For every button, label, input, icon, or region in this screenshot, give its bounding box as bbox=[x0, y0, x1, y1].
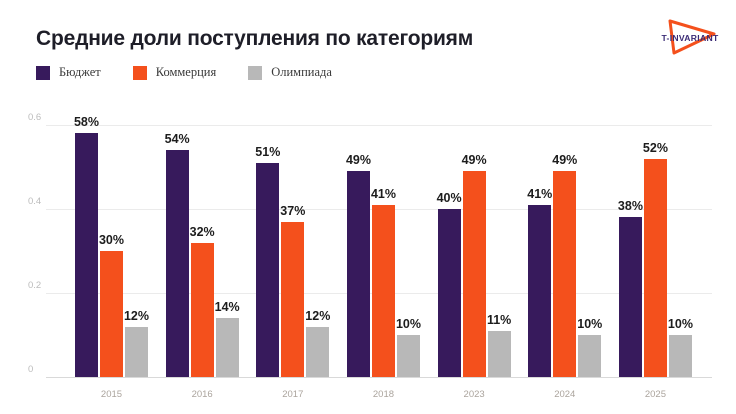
bar-olympiad-2023: 11% bbox=[487, 313, 511, 377]
bar-value-label: 14% bbox=[214, 300, 240, 315]
x-axis-label-2024: 2024 bbox=[554, 389, 576, 400]
bar-group-2025: 38% 52% 10% 2025 bbox=[618, 141, 693, 400]
legend: Бюджет Коммерция Олимпиада bbox=[36, 65, 332, 80]
legend-swatch-commerce bbox=[132, 65, 147, 80]
gridline-0 bbox=[46, 377, 712, 378]
bar-olympiad-2025: 10% bbox=[668, 317, 693, 377]
y-tick-label: 0 bbox=[28, 364, 34, 375]
bar-budget-2016: 54% bbox=[165, 132, 190, 377]
x-axis-label-2025: 2025 bbox=[644, 389, 667, 400]
bar-value-label: 49% bbox=[345, 153, 371, 168]
bar-commerce-2025: 52% bbox=[643, 141, 668, 377]
y-tick-label: 0.4 bbox=[28, 196, 42, 207]
bar-value-label: 58% bbox=[73, 115, 100, 130]
bar-commerce-2023: 49% bbox=[462, 153, 487, 377]
bar-group-2024: 41% 49% 10% 2024 bbox=[527, 153, 602, 400]
bar-olympiad-2017: 12% bbox=[305, 309, 330, 377]
bar-olympiad-2015: 12% bbox=[124, 309, 149, 377]
x-axis-label-2017: 2017 bbox=[282, 389, 304, 400]
bar-commerce-2015: 30% bbox=[99, 233, 124, 377]
y-tick-label: 0.2 bbox=[28, 280, 42, 291]
bar-olympiad-2024: 10% bbox=[577, 317, 602, 377]
bar-value-label: 49% bbox=[552, 153, 578, 168]
legend-item-commerce: Коммерция bbox=[132, 65, 217, 80]
bar-commerce-2024: 49% bbox=[552, 153, 577, 377]
bar-group-2015: 58% 30% 12% 2015 bbox=[74, 115, 149, 400]
x-axis-label-2023: 2023 bbox=[463, 389, 485, 400]
legend-swatch-budget bbox=[36, 65, 50, 80]
bar-value-label: 51% bbox=[255, 144, 281, 159]
y-tick-label: 0.6 bbox=[28, 112, 42, 123]
bar-group-2018: 49% 41% 10% 2018 bbox=[346, 153, 421, 400]
legend-swatch-olympiad bbox=[248, 65, 263, 80]
bar-value-label: 54% bbox=[164, 132, 190, 147]
bar-value-label: 37% bbox=[280, 203, 306, 218]
bar-group-2023: 40% 49% 11% 2023 bbox=[437, 153, 512, 400]
bar-commerce-2016: 32% bbox=[190, 225, 215, 377]
gridline-0.6 bbox=[46, 125, 712, 126]
bar-olympiad-2016: 14% bbox=[215, 300, 240, 377]
legend-label: Коммерция bbox=[155, 65, 217, 79]
bar-value-label: 10% bbox=[395, 317, 421, 331]
bar-value-label: 32% bbox=[189, 224, 215, 239]
bar-budget-2015: 58% bbox=[74, 115, 99, 377]
bar-value-label: 52% bbox=[642, 140, 668, 155]
plot-area: 58% 30% 12% 2015 54% 32% 14% 2016 51% 37% 12% 2017 4… bbox=[50, 115, 712, 400]
legend-item-olympiad: Олимпиада bbox=[248, 65, 332, 80]
bar-commerce-2018: 41% bbox=[371, 187, 396, 377]
bar-value-label: 30% bbox=[98, 233, 125, 247]
bar-value-label: 49% bbox=[461, 153, 487, 168]
legend-label: Олимпиада bbox=[271, 65, 332, 79]
bar-value-label: 12% bbox=[123, 308, 150, 323]
bar-group-2016: 54% 32% 14% 2016 bbox=[165, 132, 240, 400]
bar-value-label: 40% bbox=[436, 191, 462, 205]
x-axis-label-2016: 2016 bbox=[191, 389, 213, 400]
chart-title: Средние доли поступления по категориям bbox=[36, 27, 474, 50]
bar-budget-2024: 41% bbox=[527, 187, 552, 377]
bar-value-label: 10% bbox=[667, 317, 693, 331]
bar-value-label: 11% bbox=[486, 312, 512, 327]
logo-triangle-icon bbox=[668, 19, 716, 55]
t-invariant-logo: T-INVARIANT bbox=[661, 19, 719, 55]
bar-budget-2025: 38% bbox=[618, 199, 643, 377]
bar-commerce-2017: 37% bbox=[280, 204, 305, 377]
bar-value-label: 12% bbox=[305, 308, 331, 323]
x-axis-label-2018: 2018 bbox=[372, 389, 395, 400]
legend-label: Бюджет bbox=[59, 65, 101, 79]
logo-text: T-INVARIANT bbox=[661, 33, 719, 43]
bar-value-label: 38% bbox=[617, 199, 643, 214]
bar-group-2017: 51% 37% 12% 2017 bbox=[255, 145, 330, 400]
bar-olympiad-2018: 10% bbox=[396, 317, 421, 377]
bar-budget-2023: 40% bbox=[437, 191, 462, 377]
bar-budget-2017: 51% bbox=[255, 145, 280, 377]
bar-value-label: 10% bbox=[577, 317, 603, 331]
bar-budget-2018: 49% bbox=[346, 153, 371, 377]
bar-value-label: 41% bbox=[527, 186, 553, 201]
bar-value-label: 41% bbox=[370, 186, 396, 201]
x-axis-label-2015: 2015 bbox=[100, 389, 123, 400]
legend-item-budget: Бюджет bbox=[36, 65, 101, 80]
